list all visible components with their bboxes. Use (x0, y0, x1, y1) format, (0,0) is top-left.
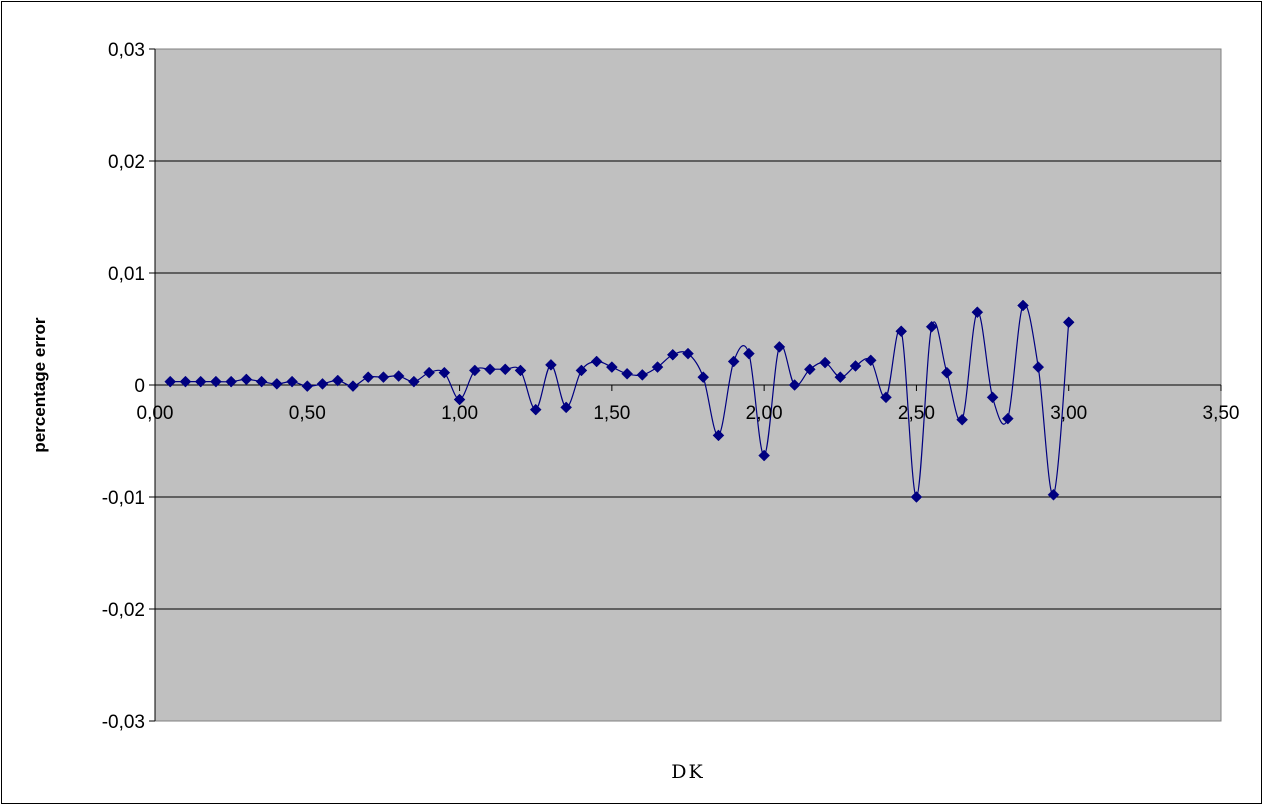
tick-labels: 0,03 0,02 0,01 0 -0,01 -0,02 -0,03 0,00 0,50 1,00… (102, 40, 1240, 733)
x-tick-label: 0,50 (289, 403, 326, 424)
data-point (682, 347, 694, 360)
data-point (636, 369, 649, 381)
x-tick-label: 2,50 (898, 403, 935, 424)
data-point (484, 363, 496, 376)
data-point (941, 366, 953, 379)
data-point (331, 374, 344, 387)
data-point (590, 355, 603, 368)
x-tick-label: 2,00 (746, 403, 783, 424)
data-point (621, 367, 633, 380)
data-point (240, 373, 253, 386)
data-point (834, 371, 847, 384)
data-point (529, 403, 542, 416)
data-point (697, 371, 710, 384)
data-point (575, 364, 588, 377)
y-tick-label: -0,02 (102, 600, 145, 621)
data-point (788, 379, 801, 391)
y-axis-title: percentage error (30, 317, 49, 452)
data-point (362, 371, 375, 384)
y-tick-label: -0,03 (102, 712, 145, 733)
data-point (270, 378, 283, 390)
data-point (971, 306, 984, 319)
data-point (210, 375, 222, 388)
x-tick-label: 1,50 (593, 403, 630, 424)
y-tick-label: 0,01 (108, 264, 145, 285)
data-point (438, 366, 451, 379)
data-point (1062, 316, 1075, 329)
data-point (225, 375, 237, 388)
data-point (651, 361, 664, 373)
data-point (392, 370, 405, 382)
data-point (803, 363, 816, 376)
data-point (514, 364, 527, 377)
data-point (1001, 412, 1014, 425)
data-point (1032, 361, 1045, 373)
y-tick-label: 0,02 (108, 152, 145, 173)
data-point (301, 380, 314, 392)
data-point (727, 355, 740, 368)
data-point (880, 391, 892, 404)
data-point (164, 375, 177, 388)
data-point (377, 371, 390, 384)
data-point (956, 413, 968, 426)
data-point (773, 341, 786, 353)
data-point (453, 393, 466, 406)
data-point (864, 354, 877, 367)
data-point (408, 375, 420, 388)
x-tick-label: 1,00 (441, 403, 478, 424)
data-point (316, 378, 329, 390)
data-point (1047, 488, 1060, 501)
data-point (468, 364, 481, 377)
data-point (545, 358, 557, 371)
x-tick-label: 3,00 (1050, 403, 1087, 424)
data-point (606, 361, 618, 373)
data-point (423, 366, 435, 379)
data-point (499, 363, 512, 376)
y-tick-label: -0,01 (102, 488, 145, 509)
data-point (712, 429, 725, 442)
y-tick-label: 0 (134, 376, 145, 397)
data-point (666, 348, 679, 361)
y-tick-label: 0,03 (108, 40, 145, 61)
data-point (986, 391, 999, 404)
data-point (255, 375, 268, 388)
x-axis-title: DK (671, 761, 704, 783)
data-point (758, 449, 770, 462)
series (164, 299, 1075, 503)
x-tick-label: 0,00 (137, 403, 174, 424)
data-point (286, 375, 298, 388)
data-point (925, 320, 938, 333)
data-point (895, 325, 908, 338)
data-point (743, 347, 755, 360)
data-point (560, 401, 573, 414)
data-point (849, 360, 862, 372)
data-point (179, 375, 192, 388)
data-point (347, 380, 359, 392)
data-point (194, 375, 207, 388)
data-point (910, 491, 923, 503)
data-point (819, 356, 831, 369)
data-point (1017, 299, 1029, 312)
x-tick-label: 3,50 (1203, 403, 1240, 424)
